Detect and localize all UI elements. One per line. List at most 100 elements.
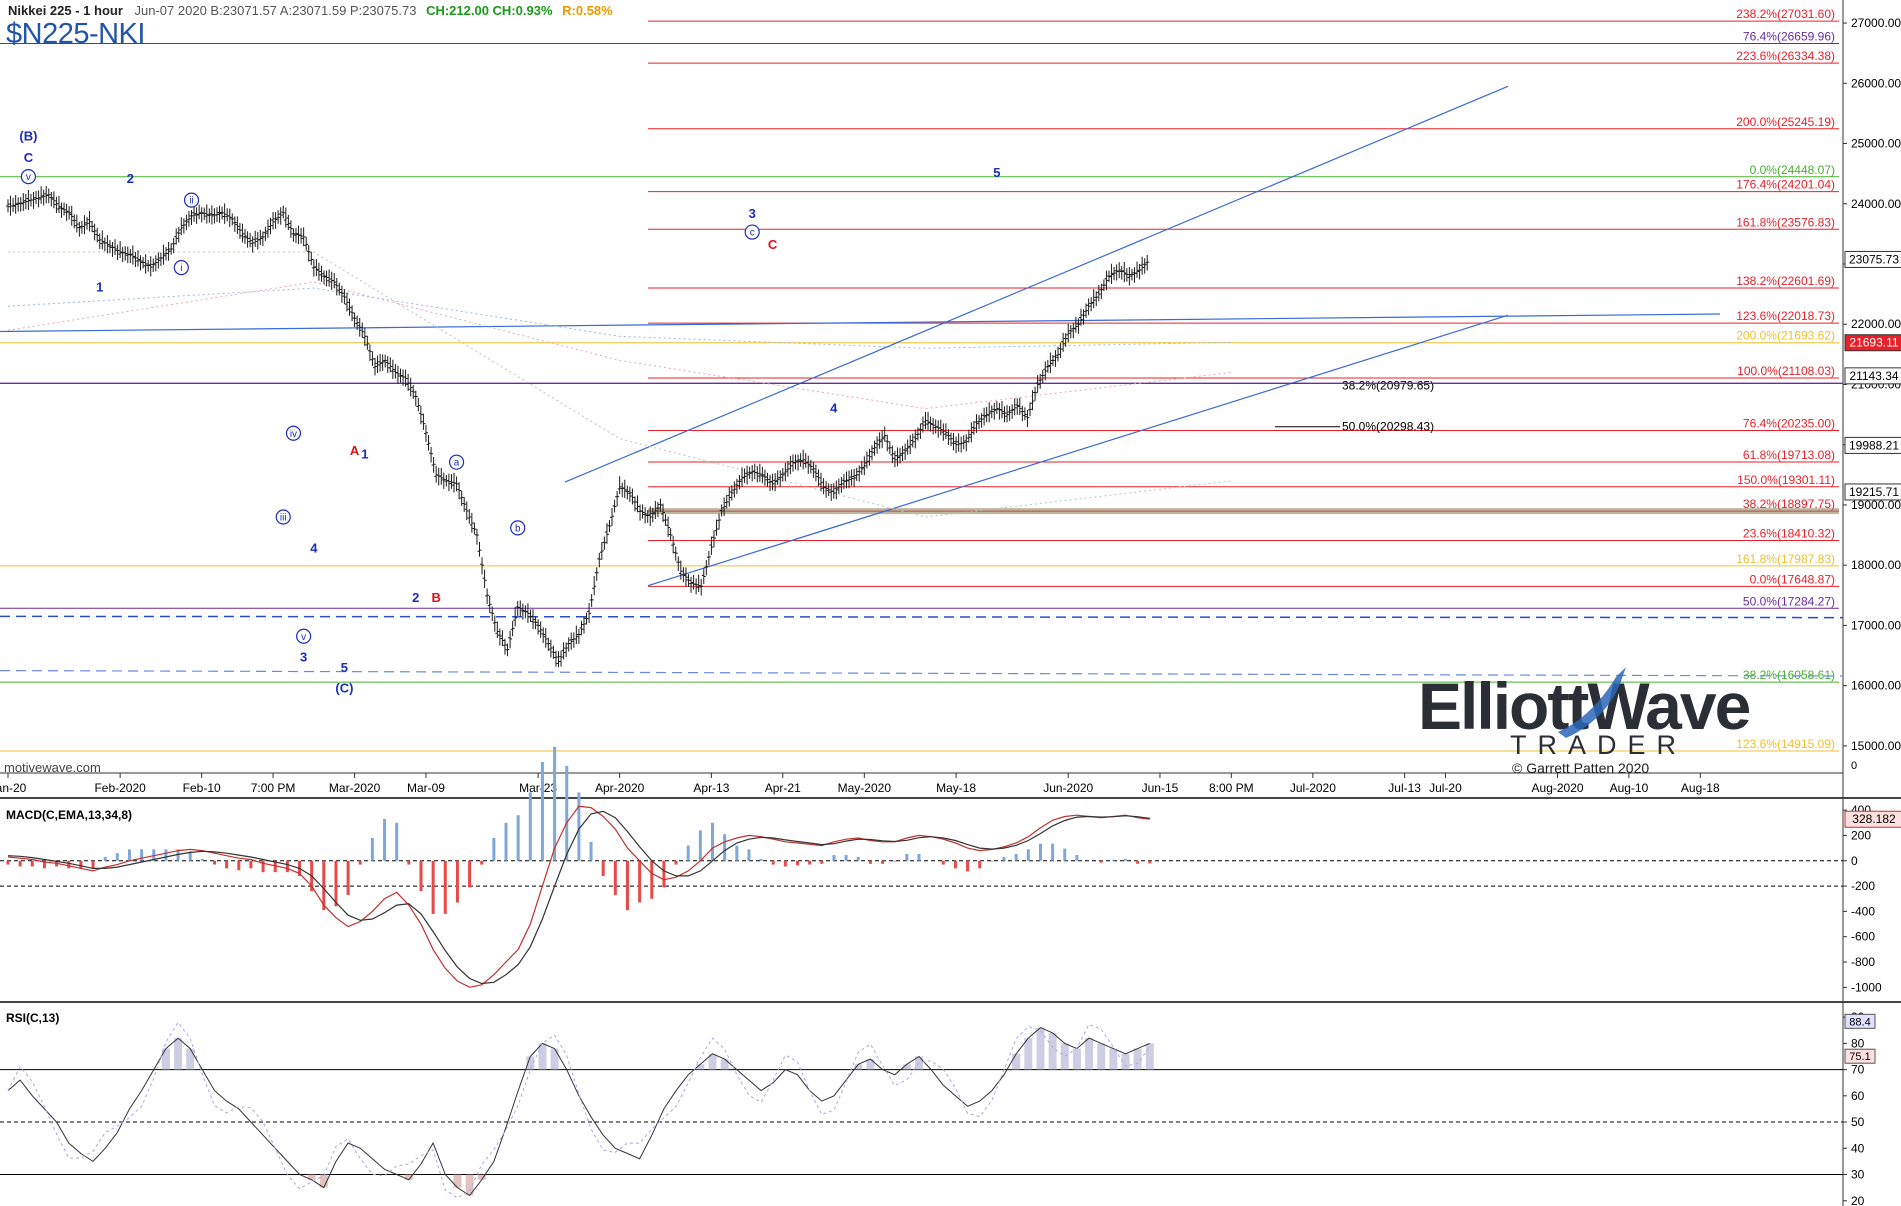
- macd-histogram-bar: [540, 762, 544, 861]
- macd-histogram-bar: [79, 860, 83, 869]
- macd-histogram-bar: [686, 845, 690, 861]
- rsi-signal-line: [7, 1021, 1151, 1199]
- macd-histogram-bar: [589, 841, 593, 861]
- x-tick-label: 7:00 PM: [251, 781, 296, 795]
- macd-histogram-bar: [212, 860, 216, 865]
- macd-histogram-bar: [844, 855, 848, 861]
- rsi-overbought-fill: [1085, 1038, 1094, 1070]
- fib-label: 238.2%(27031.60): [1736, 7, 1835, 21]
- macd-histogram-bar: [1099, 860, 1103, 863]
- rsi-overbought-fill: [174, 1038, 183, 1070]
- macd-histogram-bar: [1075, 855, 1079, 861]
- macd-histogram-bar: [67, 860, 71, 869]
- macd-histogram-bar: [225, 860, 229, 869]
- macd-histogram-bar: [1148, 860, 1152, 864]
- y-tick-label: 80: [1851, 1036, 1865, 1050]
- macd-histogram-bar: [322, 860, 326, 911]
- wave-label: (C): [335, 680, 353, 695]
- macd-histogram-bar: [419, 860, 423, 892]
- macd-histogram-bar: [140, 849, 144, 861]
- wave-label: c: [750, 228, 755, 239]
- y-tick-label: 20: [1851, 1194, 1865, 1206]
- rsi-oversold-fill: [465, 1174, 474, 1196]
- macd-signal-line: [7, 810, 1150, 985]
- macd-histogram-bar: [358, 860, 362, 865]
- macd-histogram-bar: [1026, 849, 1030, 861]
- macd-histogram-bar: [966, 860, 970, 872]
- y-tick-label: 50: [1851, 1115, 1865, 1129]
- logo-subword: TRADER: [1510, 730, 1688, 760]
- x-tick-label: May-2020: [838, 781, 892, 795]
- fib-label: 138.2%(22601.69): [1736, 274, 1835, 288]
- quote-readout: Jun-07 2020 B:23071.57 A:23071.59 P:2307…: [134, 3, 417, 18]
- macd-histogram-bar: [443, 860, 447, 914]
- fib-label: 123.6%(14915.09): [1736, 737, 1835, 751]
- macd-histogram-bar: [638, 860, 642, 903]
- time-axis: Jan-20 Feb-2020 Feb-10 7:00 PM Mar-2020 Mar-0…: [0, 773, 1720, 795]
- price-box-label: 19988.21: [1849, 438, 1899, 452]
- macd-histogram-bar: [783, 860, 787, 867]
- rsi-value-label: 75.1: [1849, 1051, 1870, 1063]
- x-tick-label: Apr-13: [693, 781, 729, 795]
- elliott-wave-trader-logo: ElliottWave TRADER © Garrett Patten 2020: [1418, 667, 1751, 788]
- rsi-value-label: 88.4: [1849, 1016, 1870, 1028]
- y-tick-label: -400: [1851, 904, 1875, 918]
- wave-label: 4: [830, 400, 838, 415]
- macd-histogram-bar: [820, 860, 824, 864]
- macd-histogram-bar: [613, 860, 617, 895]
- x-tick-label: Feb-2020: [94, 781, 146, 795]
- rsi-panel-title: RSI(C,13): [6, 1011, 60, 1025]
- wave-label-circle: [448, 454, 465, 470]
- wave-label: v: [26, 172, 31, 183]
- macd-histogram-bar: [856, 856, 860, 861]
- macd-histogram-bar: [771, 860, 775, 865]
- x-tick-label: Jun-15: [1142, 781, 1179, 795]
- y-tick-label: 70: [1851, 1063, 1865, 1077]
- macd-histogram-bar: [625, 860, 629, 911]
- macd-histogram-bar: [808, 860, 812, 865]
- price-box: [1844, 250, 1901, 268]
- macd-histogram-bar: [1063, 848, 1067, 861]
- macd-histogram-bar: [334, 860, 338, 907]
- x-tick-label: Aug-10: [1610, 781, 1649, 795]
- swoosh-icon: [1558, 667, 1626, 738]
- x-tick-label: Apr-21: [765, 781, 801, 795]
- macd-value-label: 328.182: [1852, 812, 1896, 826]
- macd-histogram-bar: [370, 837, 374, 861]
- wave-label-circle: [173, 260, 189, 276]
- x-tick-label: Jul-13: [1388, 781, 1421, 795]
- macd-histogram-bar: [723, 834, 727, 861]
- price-bars: [6, 185, 1150, 668]
- y-tick-label: 16000.00: [1851, 679, 1901, 693]
- x-tick-label: Mar-09: [407, 781, 445, 795]
- rsi-oversold-fill: [404, 1174, 413, 1180]
- macd-histogram-bar: [103, 856, 107, 861]
- rsi-overbought-fill: [526, 1056, 535, 1070]
- macd-histogram-bar: [1123, 858, 1127, 861]
- y-tick-label: 40: [1851, 1141, 1865, 1155]
- rsi-oversold-fill: [453, 1174, 462, 1188]
- rsi-overbought-fill: [1145, 1043, 1154, 1070]
- macd-histogram-bar: [674, 860, 678, 865]
- fib-band: [648, 508, 1839, 515]
- y-tick-label: 200: [1851, 828, 1871, 842]
- rsi-overbought-fill: [1060, 1043, 1069, 1070]
- fib-levels: 238.2%(27031.60) 76.4%(26659.96) 223.6%(26…: [0, 7, 1844, 752]
- macd-panel-title: MACD(C,EMA,13,34,8): [6, 808, 133, 822]
- fib-label: 50.0%(17284.27): [1743, 594, 1835, 608]
- x-tick-label: Feb-10: [183, 781, 221, 795]
- x-tick-label: 8:00 PM: [1209, 781, 1254, 795]
- macd-histogram-bar: [1014, 853, 1018, 861]
- x-tick-label: Mar-23: [519, 781, 557, 795]
- moving-averages: [7, 251, 1232, 518]
- rsi-overbought-fill: [1109, 1048, 1118, 1070]
- wave-label: a: [454, 458, 460, 469]
- y-tick-label: 60: [1851, 1089, 1865, 1103]
- macd-histogram-bar: [42, 860, 46, 869]
- y-tick-label: 17000.00: [1851, 618, 1901, 632]
- rsi-overbought-fill: [720, 1059, 729, 1070]
- wave-label: 4: [310, 541, 318, 556]
- wave-label: 2: [127, 171, 134, 186]
